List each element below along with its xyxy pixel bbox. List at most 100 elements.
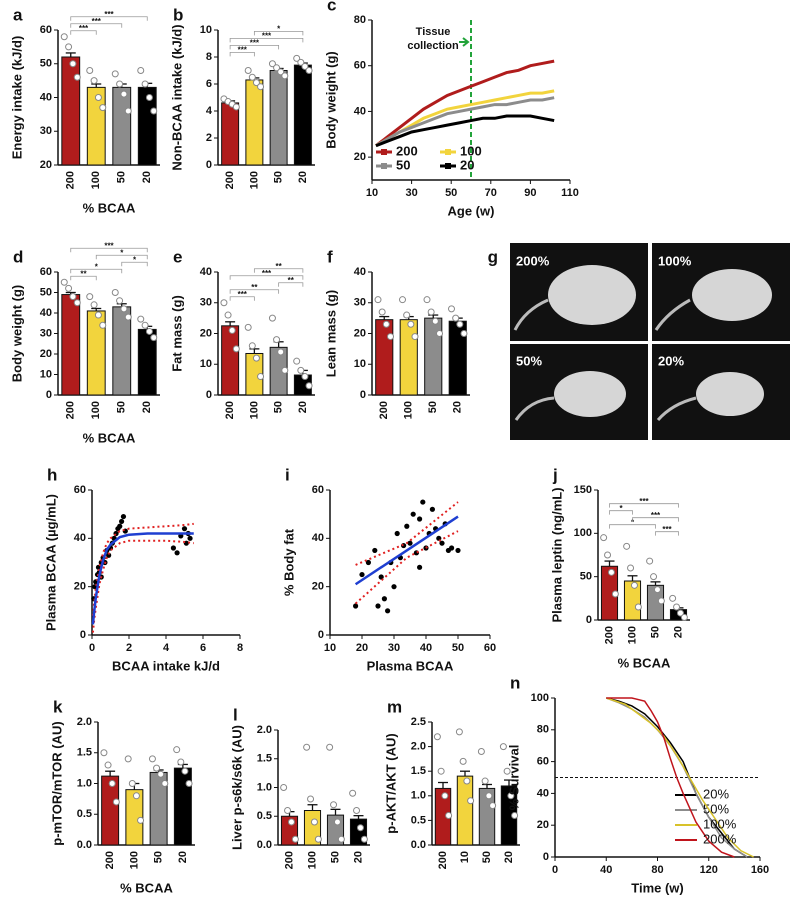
- significance-label: *: [631, 518, 635, 527]
- data-point: [177, 758, 185, 766]
- y-tick-label: 40: [200, 266, 212, 278]
- x-axis-label: % BCAA: [618, 655, 671, 670]
- y-tick-label: 80: [354, 14, 366, 26]
- data-point: [374, 296, 382, 304]
- data-point: [73, 299, 81, 307]
- y-axis-label: Plasma leptin (ng/mL): [549, 487, 564, 622]
- y-tick-label: 20: [74, 581, 86, 593]
- y-tick-label: 20: [354, 327, 366, 339]
- y-tick-label: 50: [40, 58, 52, 70]
- y-tick-label: 4: [206, 105, 213, 117]
- data-point: [86, 67, 94, 74]
- panel-letter: g: [488, 247, 498, 266]
- data-point: [112, 798, 120, 806]
- data-point: [359, 571, 365, 578]
- data-point: [111, 289, 119, 296]
- significance-bracket: [278, 282, 304, 287]
- bar: [269, 70, 288, 166]
- data-point: [65, 284, 73, 292]
- data-point: [433, 733, 441, 741]
- y-tick-label: 30: [40, 327, 52, 339]
- panel-letter: e: [173, 247, 182, 266]
- data-point: [467, 797, 475, 805]
- x-tick-label: 200: [437, 851, 449, 869]
- significance-label: ***: [238, 290, 248, 299]
- data-point: [489, 802, 497, 810]
- significance-label: **: [276, 262, 283, 271]
- x-tick-label: 30: [388, 642, 400, 654]
- data-point: [337, 835, 345, 843]
- series-line: [375, 114, 555, 148]
- image-label: 20%: [658, 353, 684, 368]
- y-tick-label: 0.5: [257, 810, 272, 822]
- panel-letter: l: [233, 705, 238, 724]
- annotation-text: collection: [407, 40, 459, 52]
- data-point: [410, 511, 416, 517]
- bar: [61, 56, 81, 166]
- data-point: [128, 780, 136, 787]
- ci-upper: [355, 501, 459, 566]
- significance-label: *: [619, 504, 623, 513]
- x-tick-label: 10: [366, 187, 378, 199]
- data-point: [141, 321, 149, 329]
- significance-bracket: [609, 503, 679, 508]
- data-point: [297, 366, 305, 374]
- data-point: [301, 373, 309, 381]
- y-tick-label: 20: [354, 151, 366, 163]
- data-point: [420, 499, 426, 505]
- bar: [293, 64, 312, 166]
- data-point: [174, 550, 180, 556]
- y-tick-label: 1.0: [257, 781, 272, 793]
- x-tick-label: 10: [324, 642, 336, 654]
- x-tick-label: 20: [177, 851, 189, 863]
- data-point: [100, 749, 108, 757]
- data-point: [117, 523, 123, 529]
- y-axis-label: Liver p-s6k/s6k (AU): [229, 725, 244, 850]
- y-tick-label: 10: [200, 358, 212, 370]
- ci-upper: [91, 522, 194, 616]
- x-tick-label: 6: [200, 642, 206, 654]
- data-point: [353, 603, 359, 609]
- data-point: [94, 311, 102, 319]
- data-point: [485, 792, 493, 800]
- y-axis-label: % Body fat: [281, 528, 296, 596]
- significance-bracket: [229, 275, 304, 280]
- significance-bracket: [609, 524, 656, 529]
- significance-label: ***: [238, 45, 248, 54]
- x-axis-label: BCAA intake kJ/d: [112, 658, 220, 673]
- image-label: 50%: [516, 353, 542, 368]
- x-tick-label: 50: [116, 171, 128, 183]
- data-point: [60, 278, 68, 286]
- data-point: [108, 780, 116, 787]
- y-tick-label: 20: [537, 819, 549, 831]
- panel-letter: k: [53, 697, 63, 716]
- survival-curve: [606, 697, 735, 858]
- y-tick-label: 1.0: [77, 777, 92, 789]
- data-point: [611, 590, 619, 598]
- significance-bracket: [253, 30, 304, 36]
- data-point: [228, 326, 236, 334]
- y-tick-label: 0: [46, 389, 52, 401]
- x-tick-label: 10: [459, 851, 471, 863]
- data-point: [427, 308, 435, 316]
- data-point: [375, 603, 381, 609]
- y-axis-label: Energy intake (kJ/d): [9, 36, 24, 160]
- x-tick-label: 50: [481, 851, 493, 863]
- data-point: [600, 534, 608, 542]
- data-point: [386, 333, 394, 341]
- data-point: [99, 104, 107, 112]
- panel-letter: n: [510, 673, 520, 692]
- data-point: [90, 301, 98, 309]
- legend-marker: [381, 163, 387, 169]
- significance-bracket: [70, 247, 148, 253]
- y-axis-label: % Survival: [506, 745, 521, 811]
- data-point: [60, 33, 68, 41]
- y-tick-label: 30: [354, 297, 366, 309]
- data-point: [99, 321, 107, 329]
- y-tick-label: 2.0: [411, 741, 426, 753]
- data-point: [455, 547, 461, 554]
- panel-letter: d: [13, 247, 23, 266]
- bar: [399, 319, 418, 396]
- data-point: [676, 609, 684, 617]
- x-tick-label: 0: [552, 864, 558, 876]
